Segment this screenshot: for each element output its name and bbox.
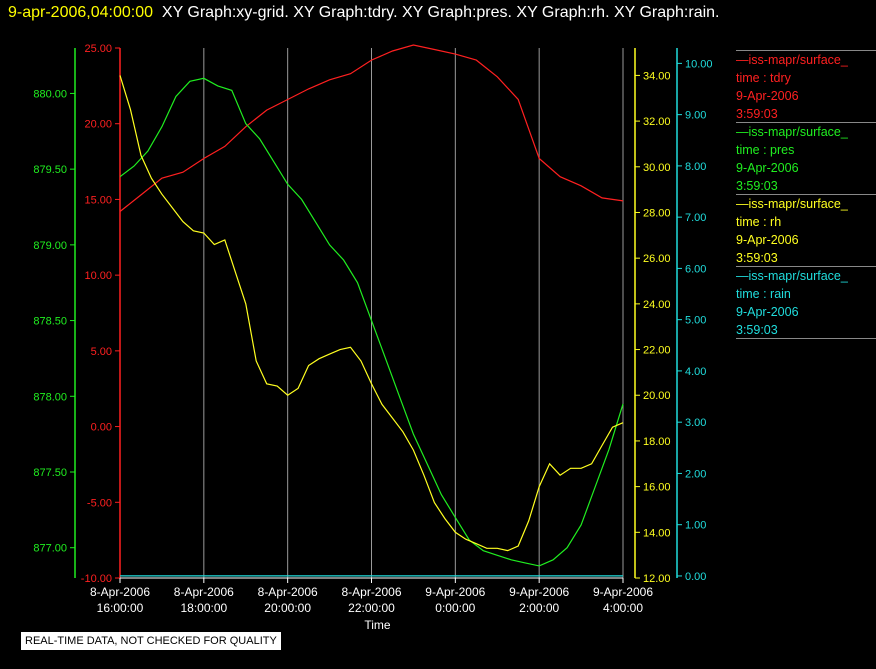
legend-entry: —iss-mapr/surface_time : tdry 9-Apr-2006 3… — [736, 51, 876, 123]
x-tick-label-date: 9-Apr-2006 — [509, 585, 569, 599]
x-tick-label-time: 4:00:00 — [603, 601, 643, 615]
tdry-axis-tick-label: 25.00 — [84, 43, 112, 55]
rh-axis-tick-label: 24.00 — [643, 299, 671, 311]
legend-separator — [736, 50, 876, 51]
x-tick-label-date: 9-Apr-2006 — [593, 585, 653, 599]
rh-axis-tick-label: 22.00 — [643, 345, 671, 357]
pres-axis-tick-label: 877.00 — [33, 543, 67, 555]
rh-axis-tick-label: 30.00 — [643, 162, 671, 174]
rain-axis-tick-label: 5.00 — [685, 315, 706, 327]
tdry-axis-tick-label: -5.00 — [87, 497, 112, 509]
series-lines — [119, 44, 624, 577]
legend-separator — [736, 194, 876, 195]
pres-axis-tick-label: 878.50 — [33, 316, 67, 328]
legend-date: 9-Apr-2006 — [736, 161, 799, 175]
legend-source: —iss-mapr/surface_ — [736, 269, 848, 283]
x-tick-label-time: 16:00:00 — [97, 601, 144, 615]
rh-axis-tick-label: 18.00 — [643, 436, 671, 448]
x-axis-label: Time — [364, 618, 391, 632]
rain-axis-tick-label: 0.00 — [685, 571, 706, 583]
x-tick-label-time: 18:00:00 — [180, 601, 227, 615]
axes: -10.00 -5.00 0.00 5.00 10.00 15.00 20.00 25.00 8… — [33, 43, 712, 585]
rh-axis-tick-label: 12.00 — [643, 573, 671, 585]
rh-series-line — [119, 75, 624, 552]
tdry-axis-tick-label: 10.00 — [84, 270, 112, 282]
rh-axis-tick-label: 20.00 — [643, 390, 671, 402]
rain-axis-tick-label: 3.00 — [685, 417, 706, 429]
legend-var: time : rh — [736, 215, 782, 229]
legend-source: —iss-mapr/surface_ — [736, 125, 848, 139]
rh-axis-tick-label: 16.00 — [643, 482, 671, 494]
tdry-axis-tick-label: 20.00 — [84, 119, 112, 131]
x-tick-label-time: 22:00:00 — [348, 601, 395, 615]
rh-axis-tick-label: 28.00 — [643, 207, 671, 219]
x-tick-label-date: 8-Apr-2006 — [174, 585, 234, 599]
legend-time: 3:59:03 — [736, 179, 778, 193]
x-tick-label-date: 8-Apr-2006 — [90, 585, 150, 599]
legend-source: —iss-mapr/surface_ — [736, 53, 848, 67]
rain-axis-tick-label: 10.00 — [685, 58, 713, 70]
tdry-axis-tick-label: -10.00 — [81, 573, 112, 585]
rain-axis-tick-label: 7.00 — [685, 212, 706, 224]
rh-axis-tick-label: 34.00 — [643, 70, 671, 82]
rain-axis-tick-label: 2.00 — [685, 468, 706, 480]
legend-entry: —iss-mapr/surface_time : rain 9-Apr-2006 3… — [736, 267, 876, 339]
x-tick-label-date: 8-Apr-2006 — [258, 585, 318, 599]
legend-time: 3:59:03 — [736, 251, 778, 265]
x-axis: 8-Apr-2006 16:00:00 8-Apr-2006 18:00:00 8-Ap… — [90, 578, 653, 632]
legend-date: 9-Apr-2006 — [736, 233, 799, 247]
legend-date: 9-Apr-2006 — [736, 89, 799, 103]
legend-separator — [736, 338, 876, 339]
pres-axis-tick-label: 880.00 — [33, 88, 67, 100]
rh-axis-tick-label: 32.00 — [643, 116, 671, 128]
rain-axis-tick-label: 9.00 — [685, 110, 706, 122]
tdry-axis-tick-label: 0.00 — [91, 422, 112, 434]
vertical-grid — [203, 48, 624, 578]
legend-var: time : tdry — [736, 71, 791, 85]
legend-var: time : rain — [736, 287, 791, 301]
rain-axis-tick-label: 6.00 — [685, 263, 706, 275]
pres-axis-tick-label: 877.50 — [33, 467, 67, 479]
x-tick-label-time: 20:00:00 — [264, 601, 311, 615]
rh-axis-tick-label: 26.00 — [643, 253, 671, 265]
pres-axis-tick-label: 878.00 — [33, 391, 67, 403]
rh-axis-tick-label: 14.00 — [643, 527, 671, 539]
pres-axis-tick-label: 879.50 — [33, 164, 67, 176]
graph-list-label: XY Graph:xy-grid. XY Graph:tdry. XY Grap… — [161, 4, 720, 21]
rain-axis-tick-label: 8.00 — [685, 161, 706, 173]
legend-time: 3:59:03 — [736, 107, 778, 121]
x-tick-label-date: 9-Apr-2006 — [425, 585, 485, 599]
legend-separator — [736, 266, 876, 267]
timestamp-label: 9-apr-2006,04:00:00 — [8, 4, 153, 21]
legend-time: 3:59:03 — [736, 323, 778, 337]
chart-title-bar: 9-apr-2006,04:00:00 XY Graph:xy-grid. XY… — [8, 4, 720, 22]
pres-axis-tick-label: 879.00 — [33, 240, 67, 252]
x-tick-label-time: 2:00:00 — [519, 601, 559, 615]
legend-source: —iss-mapr/surface_ — [736, 197, 848, 211]
quality-disclaimer: REAL-TIME DATA, NOT CHECKED FOR QUALITY — [20, 631, 282, 651]
x-tick-label-time: 0:00:00 — [435, 601, 475, 615]
legend-date: 9-Apr-2006 — [736, 305, 799, 319]
pres-series-line — [119, 77, 624, 567]
legend-entry: —iss-mapr/surface_time : pres 9-Apr-2006 3… — [736, 123, 876, 195]
tdry-series-line — [119, 44, 624, 212]
legend-separator — [736, 122, 876, 123]
rain-axis-tick-label: 1.00 — [685, 520, 706, 532]
rain-axis-tick-label: 4.00 — [685, 366, 706, 378]
tdry-axis-tick-label: 15.00 — [84, 194, 112, 206]
legend-entry: —iss-mapr/surface_time : rh 9-Apr-2006 3:5… — [736, 195, 876, 267]
tdry-axis-tick-label: 5.00 — [91, 346, 112, 358]
x-tick-label-date: 8-Apr-2006 — [341, 585, 401, 599]
legend-var: time : pres — [736, 143, 795, 157]
